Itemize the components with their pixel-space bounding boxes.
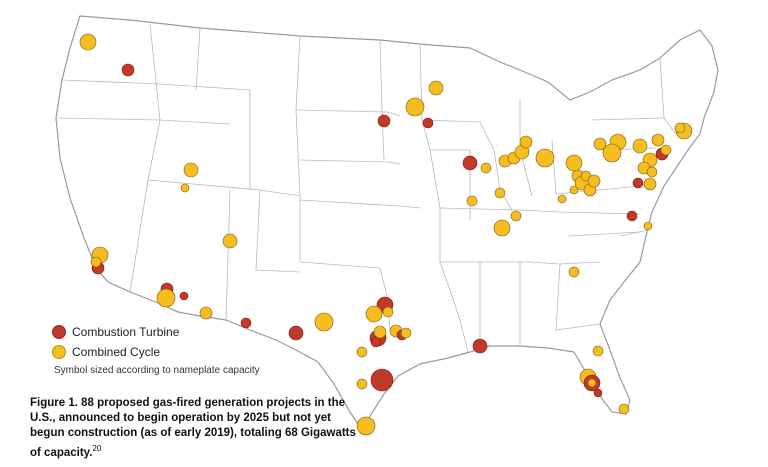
combined-cycle-marker: [632, 138, 648, 154]
legend-label-combustion: Combustion Turbine: [72, 325, 180, 339]
combustion-turbine-marker: [121, 63, 135, 77]
combustion-turbine-marker: [240, 317, 252, 329]
caption-text: Figure 1. 88 proposed gas-fired generati…: [30, 397, 356, 459]
combined-cycle-marker: [373, 325, 387, 339]
combustion-turbine-marker: [472, 338, 488, 354]
combustion-turbine-marker: [179, 291, 189, 301]
combined-cycle-marker: [618, 403, 630, 415]
combined-cycle-marker: [405, 97, 425, 117]
combined-cycle-marker: [569, 185, 579, 195]
combined-cycle-marker: [180, 183, 190, 193]
combustion-turbine-marker: [422, 117, 434, 129]
legend-note: Symbol sized according to nameplate capa…: [54, 365, 260, 376]
combined-cycle-marker: [643, 177, 657, 191]
combined-cycle-marker: [156, 288, 176, 308]
combined-cycle-marker: [587, 378, 597, 388]
legend: Combustion Turbine Combined Cycle Symbol…: [52, 322, 312, 376]
combined-cycle-marker: [593, 137, 607, 151]
combined-cycle-marker: [382, 306, 394, 318]
combustion-turbine-marker: [632, 177, 644, 189]
combined-cycle-marker: [602, 143, 622, 163]
combustion-turbine-marker: [462, 155, 478, 171]
combined-cycle-marker: [493, 219, 511, 237]
combined-cycle-marker: [79, 33, 97, 51]
combustion-turbine-swatch: [52, 325, 66, 339]
combined-cycle-marker: [428, 80, 444, 96]
combined-cycle-marker: [356, 416, 376, 436]
caption-footnote: 20: [92, 444, 102, 453]
combined-cycle-marker: [592, 345, 604, 357]
combustion-turbine-marker: [593, 388, 603, 398]
combined-cycle-marker: [222, 233, 238, 249]
combustion-turbine-marker: [377, 114, 391, 128]
combustion-turbine-marker: [626, 210, 638, 222]
combined-cycle-marker: [466, 195, 478, 207]
combined-cycle-marker: [356, 378, 368, 390]
combined-cycle-swatch: [52, 345, 66, 359]
legend-label-combined: Combined Cycle: [72, 345, 161, 359]
legend-item-combined: Combined Cycle: [52, 342, 312, 362]
combustion-turbine-marker: [370, 336, 382, 348]
combined-cycle-marker: [660, 144, 672, 156]
combined-cycle-marker: [90, 256, 102, 268]
combined-cycle-marker: [400, 327, 412, 339]
combined-cycle-marker: [568, 266, 580, 278]
combined-cycle-marker: [356, 346, 368, 358]
combined-cycle-marker: [510, 210, 522, 222]
combined-cycle-marker: [183, 162, 199, 178]
combined-cycle-marker: [587, 174, 601, 188]
combined-cycle-marker: [519, 135, 533, 149]
combined-cycle-marker: [199, 306, 213, 320]
combined-cycle-marker: [535, 148, 555, 168]
combined-cycle-marker: [480, 162, 492, 174]
combined-cycle-marker: [565, 154, 583, 172]
combined-cycle-marker: [674, 122, 686, 134]
combustion-turbine-marker: [370, 368, 394, 392]
combined-cycle-marker: [557, 194, 567, 204]
combined-cycle-marker: [646, 166, 658, 178]
combined-cycle-marker: [643, 221, 653, 231]
legend-item-combustion: Combustion Turbine: [52, 322, 312, 342]
combined-cycle-marker: [314, 312, 334, 332]
combustion-turbine-marker: [288, 325, 304, 341]
combined-cycle-marker: [494, 187, 506, 199]
figure-caption: Figure 1. 88 proposed gas-fired generati…: [30, 396, 360, 461]
combined-cycle-marker: [651, 133, 665, 147]
us-outline: [55, 15, 719, 432]
combined-cycle-marker: [365, 305, 383, 323]
